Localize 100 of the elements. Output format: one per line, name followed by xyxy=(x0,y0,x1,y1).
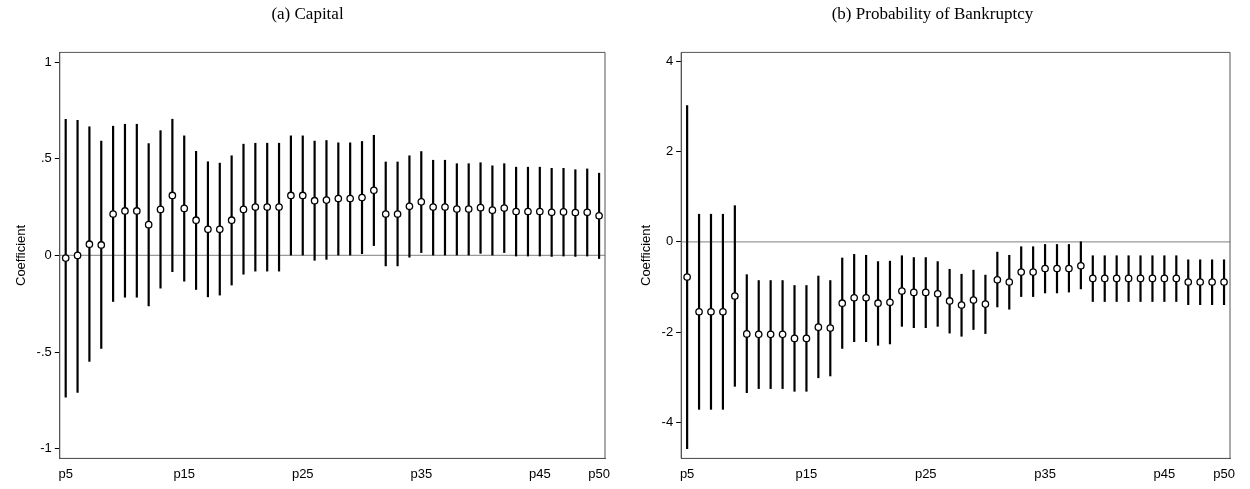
point xyxy=(287,191,295,200)
point xyxy=(180,204,189,213)
point xyxy=(524,207,532,216)
point xyxy=(1184,278,1193,286)
point xyxy=(731,292,739,300)
point xyxy=(886,298,894,307)
point xyxy=(500,204,509,212)
point xyxy=(417,198,426,206)
point xyxy=(1172,274,1181,283)
point xyxy=(512,207,520,216)
y-tick-label: -.5 xyxy=(36,343,52,359)
point xyxy=(969,296,978,304)
point xyxy=(921,288,930,297)
point xyxy=(275,203,283,211)
point xyxy=(144,220,153,229)
point xyxy=(204,225,212,234)
point xyxy=(1053,264,1061,273)
point xyxy=(1148,274,1157,283)
point xyxy=(754,330,763,339)
point xyxy=(452,205,461,213)
point xyxy=(695,307,703,316)
point xyxy=(909,288,918,297)
point xyxy=(1208,278,1216,286)
point xyxy=(73,251,82,260)
point xyxy=(981,300,990,308)
point xyxy=(547,208,556,217)
x-tick-label: p45 xyxy=(1153,465,1176,481)
point xyxy=(405,202,414,211)
point xyxy=(109,210,117,218)
y-tick-label: 2 xyxy=(665,143,674,159)
point xyxy=(559,208,568,216)
y-tick-label: .5 xyxy=(40,150,52,166)
point xyxy=(215,225,224,234)
point xyxy=(168,191,177,200)
point xyxy=(1065,264,1073,273)
point xyxy=(358,193,366,202)
y-tick-label: -2 xyxy=(661,323,674,339)
x-tick-label: p45 xyxy=(528,465,551,481)
point xyxy=(393,210,402,218)
point xyxy=(862,293,870,302)
x-tick-label: p50 xyxy=(1213,465,1235,481)
point xyxy=(1112,274,1121,283)
point xyxy=(778,330,787,339)
chart-title: (a) Capital xyxy=(271,3,344,23)
y-tick-label: -4 xyxy=(661,413,674,429)
point xyxy=(874,299,882,308)
point xyxy=(707,307,715,316)
x-tick-label: p5 xyxy=(679,465,695,481)
point xyxy=(192,216,200,225)
point xyxy=(933,289,942,298)
point xyxy=(945,297,954,305)
y-tick-label: 0 xyxy=(44,246,52,262)
x-tick-label: p25 xyxy=(291,465,314,481)
chart-title: (b) Probability of Bankruptcy xyxy=(831,3,1034,23)
point xyxy=(298,191,307,200)
y-tick-label: -1 xyxy=(40,440,52,456)
x-tick-label: p15 xyxy=(173,465,196,481)
point xyxy=(719,307,727,316)
point xyxy=(429,203,437,211)
point xyxy=(1041,264,1049,273)
point xyxy=(814,323,823,331)
x-tick-label: p5 xyxy=(58,465,73,481)
y-axis-title: Coefficient xyxy=(13,224,29,286)
point xyxy=(1077,261,1085,270)
point xyxy=(766,330,775,339)
point xyxy=(993,275,1002,284)
point xyxy=(132,207,141,215)
y-axis-title: Coefficient xyxy=(638,224,654,286)
point xyxy=(1136,274,1145,283)
point xyxy=(1005,278,1014,286)
x-tick-label: p50 xyxy=(588,465,610,481)
point xyxy=(826,324,835,332)
x-tick-label: p35 xyxy=(410,465,433,481)
point xyxy=(850,293,859,302)
point xyxy=(535,207,544,216)
y-tick-label: 1 xyxy=(44,53,52,69)
point xyxy=(957,301,966,309)
point xyxy=(1100,274,1109,283)
point xyxy=(97,241,106,249)
point xyxy=(370,186,378,195)
point xyxy=(571,208,580,217)
point xyxy=(790,334,799,343)
point xyxy=(334,194,343,203)
point xyxy=(1088,274,1097,283)
point xyxy=(1220,278,1228,286)
point xyxy=(476,203,485,212)
point xyxy=(838,299,847,308)
point xyxy=(583,208,592,217)
point xyxy=(263,203,272,211)
point xyxy=(1029,268,1037,276)
point xyxy=(61,254,70,262)
point xyxy=(1124,274,1133,283)
point xyxy=(239,205,248,214)
point xyxy=(251,203,260,211)
x-tick-label: p15 xyxy=(795,465,818,481)
x-tick-label: p25 xyxy=(914,465,937,481)
point xyxy=(441,203,449,211)
point xyxy=(227,216,236,225)
point xyxy=(1017,268,1026,276)
point xyxy=(156,205,165,214)
